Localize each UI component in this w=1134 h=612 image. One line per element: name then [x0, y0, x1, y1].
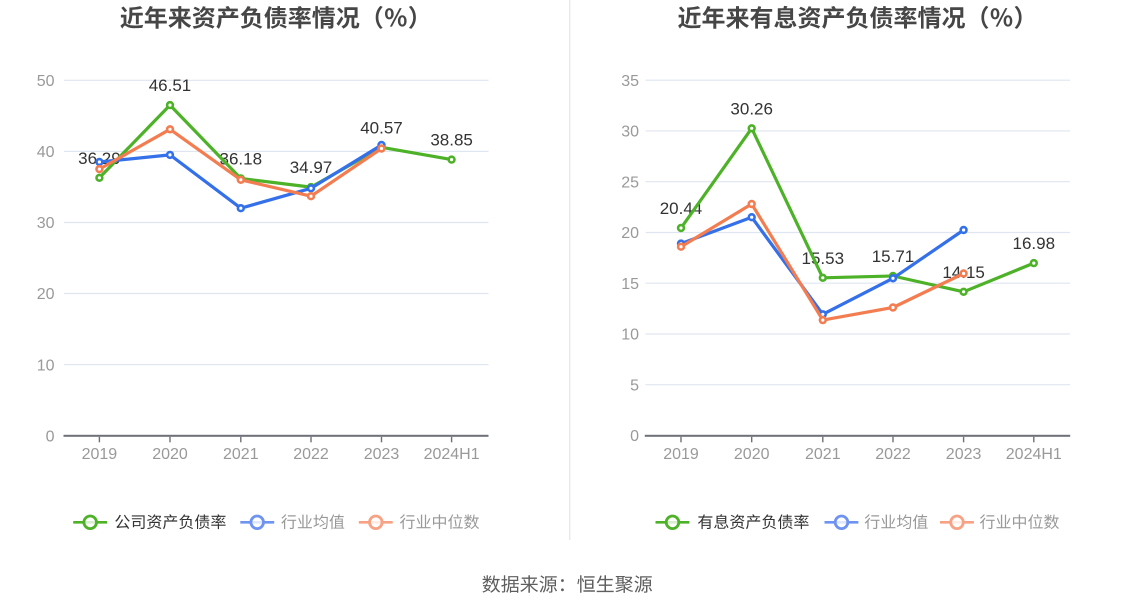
svg-text:36.18: 36.18: [220, 150, 263, 169]
svg-text:35: 35: [621, 73, 639, 90]
svg-text:30: 30: [37, 215, 55, 232]
svg-text:40: 40: [37, 144, 55, 161]
svg-text:2022: 2022: [875, 446, 911, 463]
svg-text:2023: 2023: [364, 446, 400, 463]
svg-text:5: 5: [630, 377, 639, 394]
svg-text:2019: 2019: [82, 446, 118, 463]
svg-text:15: 15: [621, 276, 639, 293]
svg-text:38.85: 38.85: [430, 131, 473, 150]
svg-text:50: 50: [37, 73, 55, 90]
svg-text:15.53: 15.53: [802, 249, 845, 268]
svg-text:2024H1: 2024H1: [1006, 446, 1062, 463]
svg-text:2021: 2021: [223, 446, 259, 463]
svg-text:10: 10: [621, 327, 639, 344]
svg-text:40.57: 40.57: [360, 118, 403, 137]
svg-text:2021: 2021: [805, 446, 841, 463]
svg-text:25: 25: [621, 174, 639, 191]
svg-text:2023: 2023: [946, 446, 982, 463]
svg-text:30: 30: [621, 124, 639, 141]
svg-text:15.71: 15.71: [872, 247, 915, 266]
svg-text:2024H1: 2024H1: [424, 446, 480, 463]
svg-text:20: 20: [621, 225, 639, 242]
svg-text:0: 0: [46, 428, 55, 445]
svg-text:46.51: 46.51: [149, 76, 192, 95]
svg-text:30.26: 30.26: [730, 99, 773, 118]
svg-text:2020: 2020: [734, 446, 770, 463]
svg-text:2022: 2022: [293, 446, 329, 463]
svg-text:20: 20: [37, 286, 55, 303]
svg-text:0: 0: [630, 428, 639, 445]
svg-text:10: 10: [37, 357, 55, 374]
svg-text:34.97: 34.97: [290, 158, 333, 177]
svg-text:2020: 2020: [152, 446, 188, 463]
svg-text:16.98: 16.98: [1013, 234, 1056, 253]
svg-text:2019: 2019: [663, 446, 699, 463]
